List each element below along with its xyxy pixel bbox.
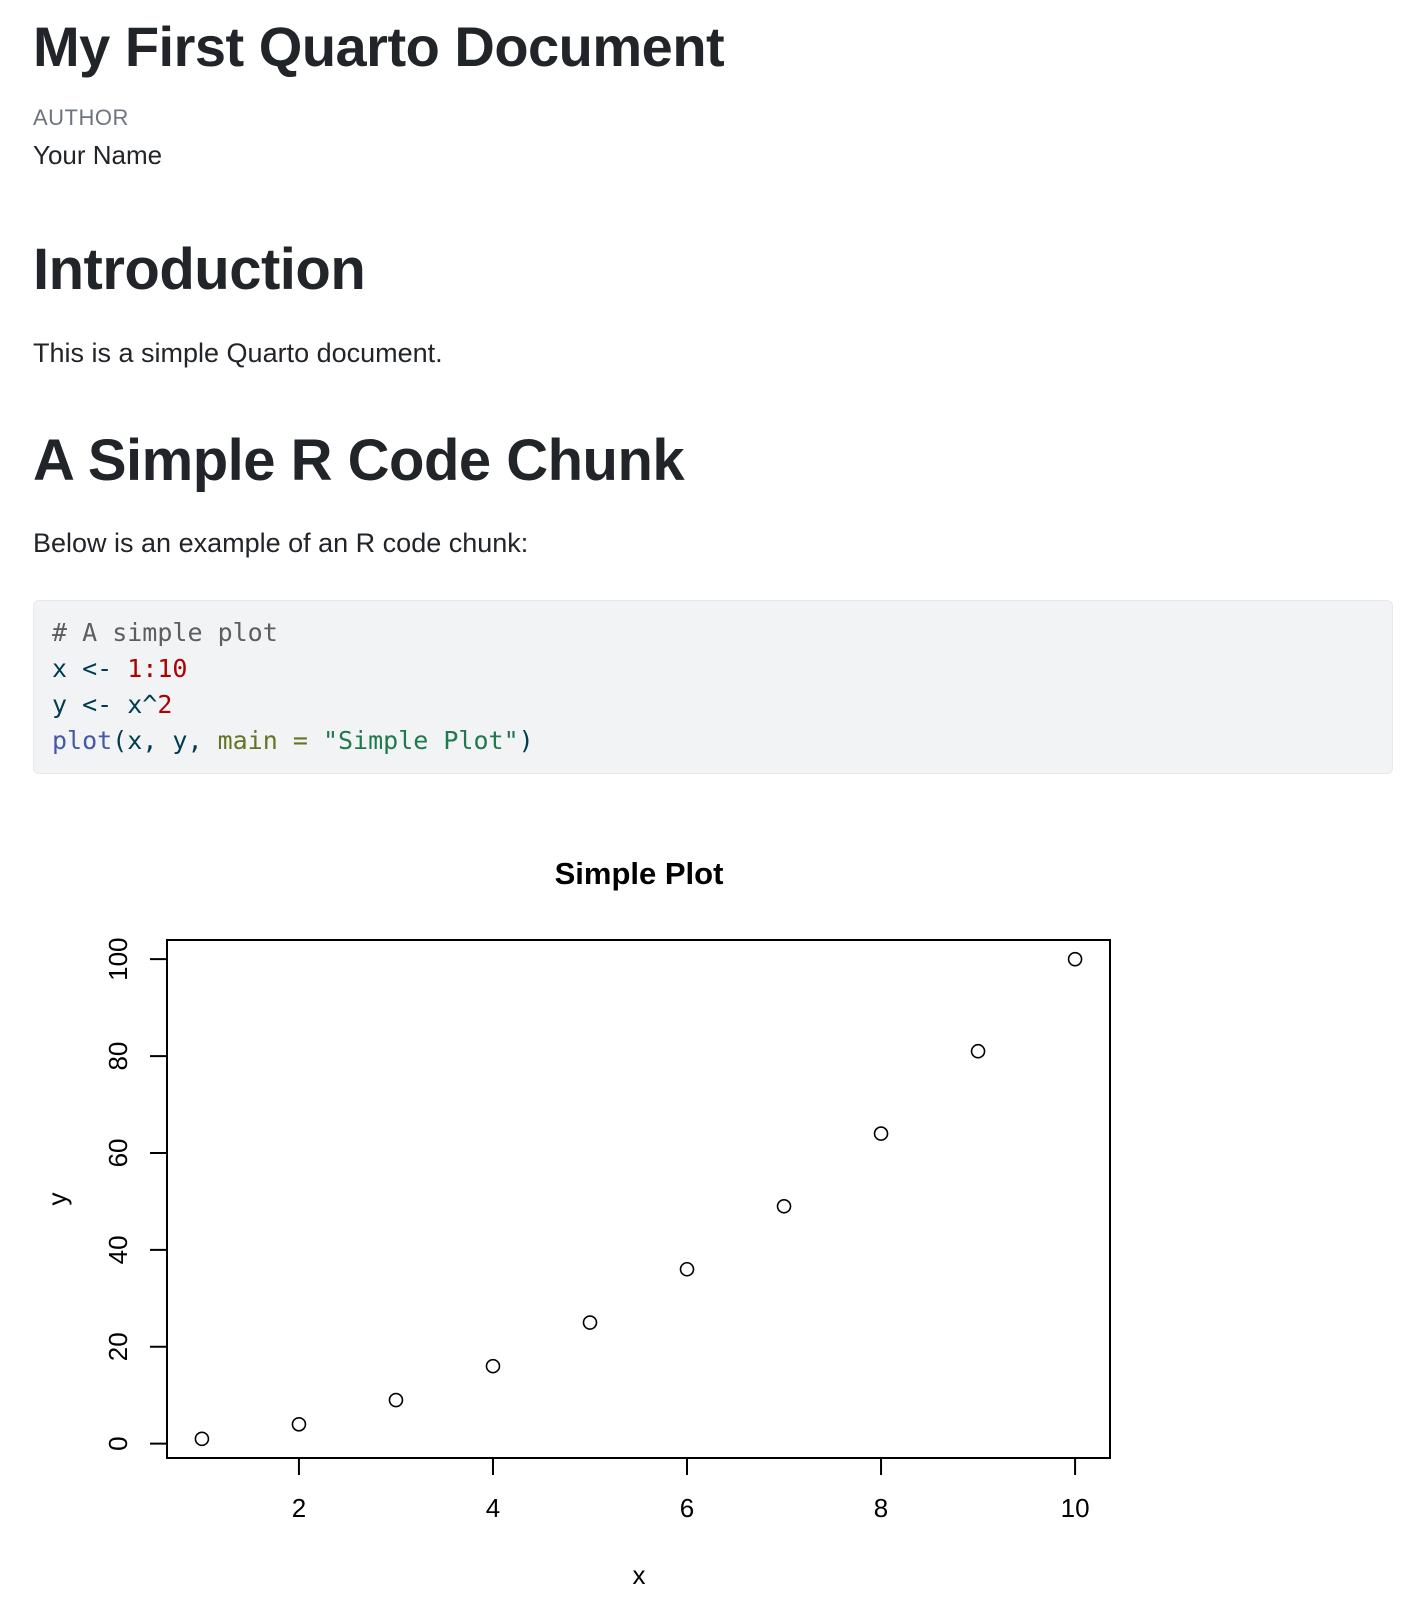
x-tick-label: 2: [292, 1493, 306, 1523]
code-chunk-heading: A Simple R Code Chunk: [33, 428, 685, 493]
introduction-heading: Introduction: [33, 237, 366, 302]
author-name: Your Name: [33, 140, 163, 170]
code-function: plot: [52, 726, 113, 755]
data-point: [970, 1043, 986, 1059]
r-code-block[interactable]: # A simple plot x <- 1:10 y <- x^2 plot(…: [33, 600, 1393, 774]
y-tick-label: 60: [103, 1139, 133, 1168]
data-point: [194, 1431, 210, 1447]
chart-title: Simple Plot: [555, 856, 724, 891]
code-number: 1:10: [127, 654, 188, 683]
y-tick-label: 0: [103, 1436, 133, 1450]
introduction-text: This is a simple Quarto document.: [33, 338, 443, 368]
y-tick-label: 20: [103, 1332, 133, 1361]
data-points: [194, 951, 1083, 1447]
plot-frame: [166, 939, 1111, 1459]
y-tick-label: 100: [103, 937, 133, 980]
code-comment: # A simple plot: [52, 618, 278, 647]
data-point: [485, 1358, 501, 1374]
code-line-4: plot(x, y, main = "Simple Plot"): [52, 723, 1374, 759]
code-number: 2: [157, 690, 173, 719]
y-axis-label: y: [42, 1193, 72, 1206]
data-point: [582, 1315, 598, 1330]
data-point: [679, 1261, 695, 1277]
x-tick-label: 6: [680, 1493, 694, 1523]
author-label: Author: [33, 105, 129, 130]
y-tick-label: 40: [103, 1235, 133, 1264]
code-argument: main =: [217, 726, 308, 755]
data-point: [776, 1198, 792, 1214]
document-title: My First Quarto Document: [33, 15, 725, 78]
code-token: ): [518, 726, 534, 755]
y-tick-label: 80: [103, 1042, 133, 1071]
data-point: [291, 1416, 307, 1432]
code-token: x <-: [52, 654, 128, 683]
code-chunk-text: Below is an example of an R code chunk:: [33, 528, 529, 558]
code-token: (x, y,: [112, 726, 218, 755]
code-line-2: x <- 1:10: [52, 651, 1374, 687]
code-line-3: y <- x^2: [52, 687, 1374, 723]
code-line-1: # A simple plot: [52, 615, 1374, 651]
x-axis-label: x: [633, 1560, 646, 1590]
data-point: [388, 1392, 404, 1408]
x-axis: 2 4 6 8 10: [292, 1457, 1090, 1523]
y-axis: 0 20 40 60 80 100: [103, 937, 168, 1451]
x-tick-label: 4: [486, 1493, 500, 1523]
data-point: [873, 1126, 889, 1141]
x-tick-label: 8: [874, 1493, 888, 1523]
data-point: [1067, 951, 1083, 967]
code-token: y <- x^: [52, 690, 158, 719]
x-tick-label: 10: [1061, 1493, 1090, 1523]
code-string: "Simple Plot": [322, 726, 519, 755]
